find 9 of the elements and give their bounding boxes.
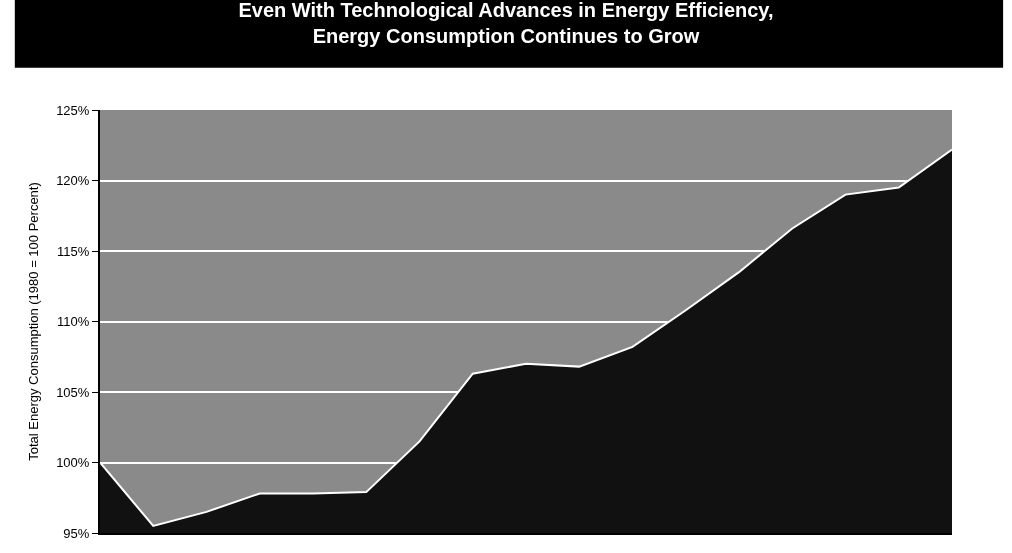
y-tick-label: 120% (56, 173, 90, 189)
y-tick-label: 110% (57, 314, 90, 330)
y-tick-label: 95% (63, 525, 90, 541)
y-tick-label: 105% (56, 384, 90, 400)
y-axis-title: Total Energy Consumption (1980 = 100 Percent) (25, 182, 41, 461)
y-tick-label: 115% (57, 243, 90, 259)
y-tick-label: 125% (56, 102, 90, 118)
chart-title: Even With Technological Advances in Energy Efficiency, Energy Consumption Continues to Grow (238, 0, 774, 47)
y-tick-label: 100% (56, 455, 90, 471)
